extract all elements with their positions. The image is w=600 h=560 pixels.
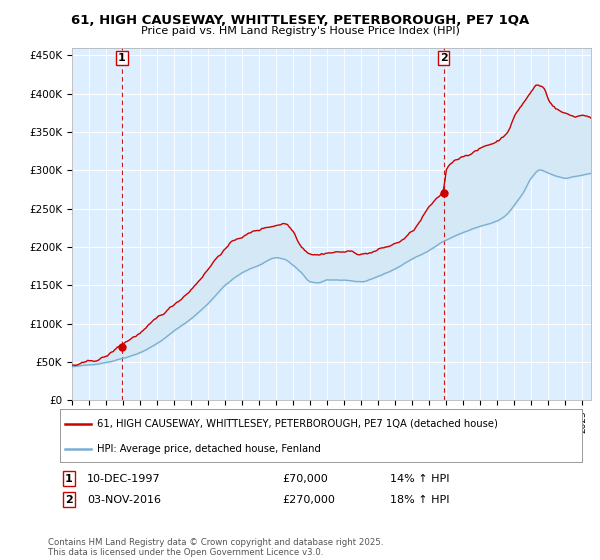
- Text: 2: 2: [440, 53, 448, 63]
- Text: £270,000: £270,000: [282, 494, 335, 505]
- Text: HPI: Average price, detached house, Fenland: HPI: Average price, detached house, Fenl…: [97, 444, 320, 454]
- Text: 1: 1: [118, 53, 126, 63]
- Text: Contains HM Land Registry data © Crown copyright and database right 2025.
This d: Contains HM Land Registry data © Crown c…: [48, 538, 383, 557]
- Text: 61, HIGH CAUSEWAY, WHITTLESEY, PETERBOROUGH, PE7 1QA (detached house): 61, HIGH CAUSEWAY, WHITTLESEY, PETERBORO…: [97, 419, 497, 429]
- Text: 61, HIGH CAUSEWAY, WHITTLESEY, PETERBOROUGH, PE7 1QA: 61, HIGH CAUSEWAY, WHITTLESEY, PETERBORO…: [71, 14, 529, 27]
- Text: 03-NOV-2016: 03-NOV-2016: [87, 494, 161, 505]
- Text: £70,000: £70,000: [282, 474, 328, 484]
- Text: 14% ↑ HPI: 14% ↑ HPI: [390, 474, 449, 484]
- Text: Price paid vs. HM Land Registry's House Price Index (HPI): Price paid vs. HM Land Registry's House …: [140, 26, 460, 36]
- Text: 10-DEC-1997: 10-DEC-1997: [87, 474, 161, 484]
- Text: 18% ↑ HPI: 18% ↑ HPI: [390, 494, 449, 505]
- Text: 2: 2: [65, 494, 73, 505]
- Text: 1: 1: [65, 474, 73, 484]
